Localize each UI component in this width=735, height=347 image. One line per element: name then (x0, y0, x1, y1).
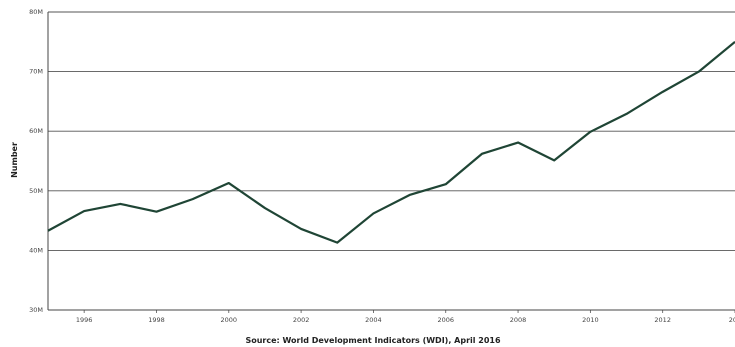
y-axis-label: Number (10, 142, 19, 178)
x-tick-label: 1996 (76, 316, 93, 324)
data-point (191, 198, 193, 200)
x-tick-label: 2012 (654, 316, 671, 324)
data-point (47, 230, 49, 232)
y-tick-label: 40M (29, 246, 43, 254)
source-caption: Source: World Development Indicators (WD… (245, 336, 501, 345)
data-point (155, 210, 157, 212)
data-point (589, 131, 591, 133)
x-tick-label: 2008 (510, 316, 527, 324)
axes (47, 12, 735, 311)
data-point (119, 203, 121, 205)
data-point (264, 207, 266, 209)
data-point (372, 212, 374, 214)
data-point (481, 153, 483, 155)
data-point (553, 159, 555, 161)
x-tick-label: 2000 (221, 316, 238, 324)
data-point (408, 194, 410, 196)
x-tick-label: 2010 (582, 316, 599, 324)
x-tick-label: 2002 (293, 316, 310, 324)
x-tick-label: 1998 (148, 316, 165, 324)
data-point (300, 228, 302, 230)
data-point (698, 70, 700, 72)
data-point (517, 141, 519, 143)
x-axis-ticks: 1996 1998 2000 2002 2004 2006 2008 2010 2012 201 (76, 310, 735, 324)
y-tick-label: 50M (29, 187, 43, 195)
data-point (661, 91, 663, 93)
series-points (47, 41, 735, 244)
x-tick-label: 2006 (437, 316, 454, 324)
x-tick-label: 201 (729, 316, 735, 324)
y-tick-label: 30M (29, 306, 43, 314)
y-tick-label: 80M (29, 8, 43, 16)
y-tick-label: 60M (29, 127, 43, 135)
data-point (83, 210, 85, 212)
data-point (228, 182, 230, 184)
data-point (625, 113, 627, 115)
y-tick-label: 70M (29, 68, 43, 76)
data-point (445, 183, 447, 185)
y-axis-ticks: 30M 40M 50M 60M 70M 80M (29, 8, 43, 314)
x-tick-label: 2004 (365, 316, 382, 324)
grid-lines (48, 11, 735, 311)
data-point (336, 241, 338, 243)
series-line (47, 40, 735, 244)
